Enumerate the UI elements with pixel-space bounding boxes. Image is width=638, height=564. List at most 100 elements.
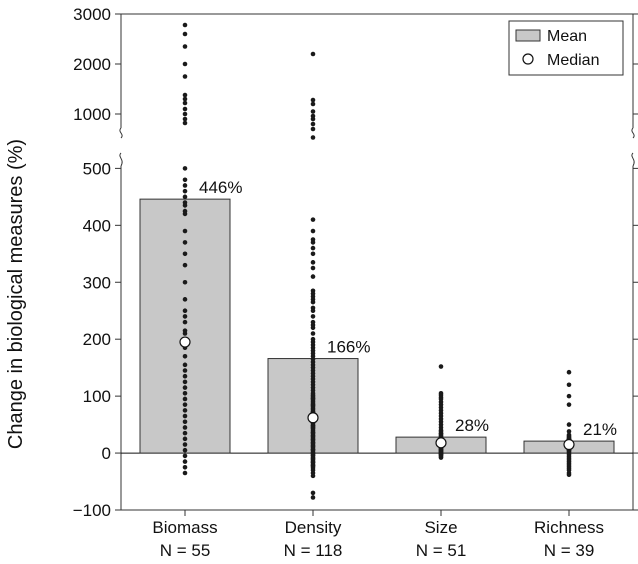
data-point: [182, 203, 188, 208]
data-point: [310, 392, 316, 398]
data-point: [310, 490, 316, 496]
legend-mean-swatch: [515, 29, 541, 42]
data-point: [182, 262, 188, 268]
data-point: [182, 92, 188, 98]
data-point: [182, 116, 188, 122]
data-point: [182, 166, 188, 171]
data-point: [310, 473, 316, 479]
data-point: [310, 109, 316, 114]
data-point: [182, 430, 188, 436]
data-point: [566, 402, 572, 407]
data-point: [566, 393, 572, 399]
data-point: [182, 183, 188, 188]
data-point: [182, 470, 188, 476]
data-point: [310, 433, 316, 439]
x-category-label: Richness: [534, 518, 604, 537]
data-point: [182, 106, 188, 112]
data-point: [310, 260, 316, 265]
data-point: [182, 251, 188, 257]
y-tick-label: 300: [83, 273, 111, 292]
data-point: [182, 308, 188, 314]
data-point: [182, 177, 188, 183]
data-point: [182, 22, 188, 28]
data-point: [310, 299, 316, 305]
data-points: [182, 22, 572, 500]
bars: [139, 198, 615, 454]
x-category-n: N = 118: [284, 541, 343, 560]
data-point: [310, 217, 316, 222]
data-point: [310, 453, 316, 458]
bar-value-label: 446%: [199, 178, 242, 197]
data-point: [310, 425, 316, 430]
data-point: [182, 379, 188, 385]
data-point: [310, 121, 316, 127]
y-tick-label: 400: [83, 216, 111, 235]
data-point: [310, 135, 316, 140]
data-point: [310, 126, 316, 132]
data-point: [310, 274, 316, 279]
data-point: [310, 325, 316, 331]
data-point: [182, 228, 188, 234]
data-point: [182, 331, 188, 336]
bar-value-label: 28%: [455, 416, 489, 435]
x-category-n: N = 55: [160, 541, 211, 560]
data-point: [182, 368, 188, 373]
data-point: [310, 97, 316, 103]
data-point: [310, 443, 316, 449]
y-axis-label: Change in biological measures (%): [5, 139, 27, 449]
data-point: [182, 425, 188, 430]
data-point: [566, 472, 572, 478]
axis-break-left-upper: [119, 127, 123, 139]
data-point: [182, 188, 188, 194]
data-point: [310, 402, 316, 408]
y-tick-label: 1000: [73, 105, 111, 124]
data-point: [182, 111, 188, 117]
data-point: [182, 211, 188, 217]
data-point: [182, 413, 188, 419]
legend-mean-label: Mean: [547, 28, 587, 45]
data-point: [438, 452, 444, 458]
median-marker: [435, 437, 447, 449]
bar-value-label: 21%: [583, 420, 617, 439]
x-category-label: Size: [424, 518, 457, 537]
y-tick-label: 200: [83, 330, 111, 349]
data-point: [310, 101, 316, 107]
data-point: [182, 279, 188, 285]
data-point: [182, 120, 188, 126]
data-point: [182, 362, 188, 368]
data-point: [182, 31, 188, 37]
data-point: [310, 459, 316, 465]
y-tick-label: 3000: [73, 5, 111, 24]
legend: Mean Median: [508, 20, 624, 76]
x-category-n: N = 39: [544, 541, 595, 560]
data-point: [182, 453, 188, 459]
data-point: [182, 353, 188, 359]
data-point: [182, 402, 188, 407]
data-point: [310, 463, 316, 468]
data-point: [438, 431, 444, 437]
data-point: [310, 440, 316, 446]
data-point: [566, 422, 572, 427]
data-point: [310, 265, 316, 271]
x-category-label: Density: [285, 518, 342, 537]
y-tick-label: 100: [83, 387, 111, 406]
data-point: [182, 390, 188, 396]
data-point: [310, 456, 316, 462]
bar-value-label: 166%: [327, 338, 370, 357]
data-point: [182, 194, 188, 200]
data-point: [310, 437, 316, 442]
axis-break-right-lower: [631, 152, 635, 167]
data-point: [182, 385, 188, 390]
axis-break-right-upper: [631, 127, 635, 139]
data-point: [310, 240, 316, 245]
data-point: [182, 297, 188, 302]
data-point: [310, 51, 316, 57]
data-point: [182, 74, 188, 79]
data-point: [182, 240, 188, 245]
median-markers: [179, 336, 575, 451]
data-point: [182, 419, 188, 425]
legend-median-label: Median: [547, 52, 599, 69]
y-tick-label: 500: [83, 159, 111, 178]
data-point: [310, 314, 316, 319]
data-point: [182, 314, 188, 319]
